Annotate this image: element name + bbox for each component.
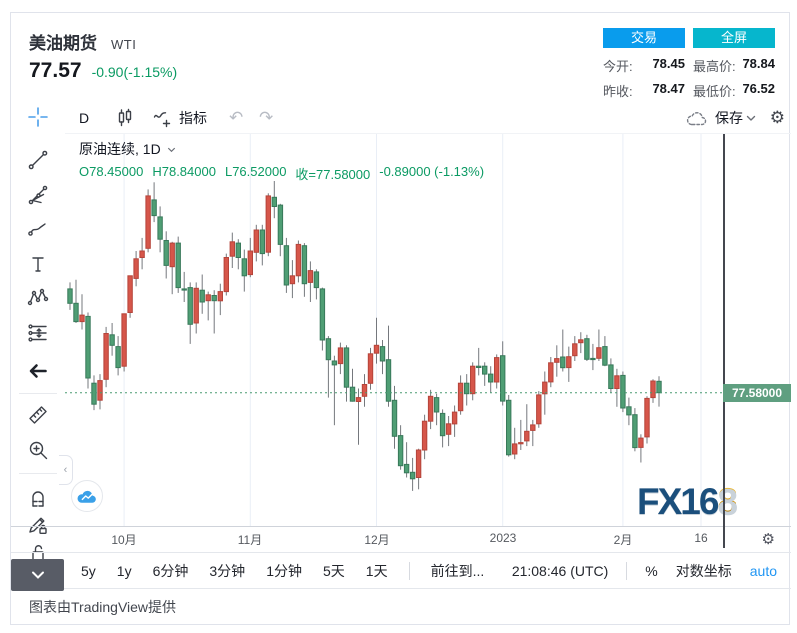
toolbar-divider	[19, 393, 57, 394]
tradingview-cloud-logo[interactable]	[71, 480, 103, 512]
save-dropdown-chevron-icon[interactable]	[745, 101, 757, 134]
magnet-tool[interactable]	[26, 486, 50, 510]
crosshair-icon[interactable]	[26, 105, 50, 129]
divider	[408, 561, 410, 580]
chevron-down-icon[interactable]	[166, 144, 177, 155]
divider	[626, 561, 628, 580]
chart-pane[interactable]: 原油连续, 1D O78.45000 H78.84000 L76.52000 收…	[65, 134, 791, 526]
time-axis-label: 2月	[613, 533, 633, 547]
header: 美油期货 WTI 77.57 -0.90(-1.15%) 交易 全屏 今开: 7…	[11, 13, 789, 101]
symbol-label: WTI	[111, 37, 137, 52]
stat-prev-close: 昨收: 78.47	[603, 81, 685, 100]
price-axis-border	[723, 134, 725, 548]
stat-value: 78.84	[742, 56, 775, 71]
save-button[interactable]: 保存	[684, 101, 743, 134]
toolbar-scroll-down-button[interactable]	[11, 559, 64, 591]
time-axis-label: 10月	[111, 533, 137, 547]
arrow-left-tool[interactable]	[26, 359, 50, 383]
header-right: 交易 全屏 今开: 78.45 最高价: 78.84 昨收: 78.47 最低价…	[603, 28, 775, 100]
title-row: 美油期货 WTI	[29, 29, 136, 54]
cloud-chart-icon	[77, 490, 96, 503]
bottom-toolbar: 5y 1y 6分钟 3分钟 1分钟 5天 1天 前往到... 21:08:46 …	[11, 552, 791, 589]
auto-scale-button[interactable]: auto	[749, 562, 777, 579]
range-button-5y[interactable]: 5y	[81, 562, 96, 579]
indicator-icon	[153, 111, 171, 127]
ruler-tool[interactable]	[26, 403, 50, 427]
quote-stats: 今开: 78.45 最高价: 78.84 昨收: 78.47 最低价: 76.5…	[603, 56, 775, 100]
chart-widget: 美油期货 WTI 77.57 -0.90(-1.15%) 交易 全屏 今开: 7…	[10, 12, 791, 625]
brush-tool[interactable]	[26, 217, 50, 241]
legend-series-title: 原油连续, 1D	[79, 141, 161, 157]
stat-label: 昨收:	[603, 84, 633, 99]
range-button-1d[interactable]: 1天	[365, 562, 388, 579]
save-label: 保存	[715, 109, 743, 126]
toolbar-divider	[19, 473, 57, 474]
legend-change: -0.89000 (-1.13%)	[379, 164, 485, 179]
fx168-gold-text: 8	[717, 481, 738, 522]
candlestick-chart[interactable]	[65, 134, 791, 526]
gann-fib-tool[interactable]	[26, 183, 50, 207]
price-change: -0.90(-1.15%)	[91, 64, 178, 80]
undo-button[interactable]: ↶	[229, 107, 244, 127]
pattern-tool[interactable]	[26, 286, 50, 310]
range-button-1m[interactable]: 1分钟	[266, 562, 302, 579]
stat-label: 最高价:	[693, 59, 736, 74]
time-axis-label: 2023	[489, 531, 517, 545]
fullscreen-button[interactable]: 全屏	[693, 28, 775, 48]
price-row: 77.57 -0.90(-1.15%)	[29, 59, 177, 83]
time-axis-label: 11月	[237, 533, 263, 547]
legend-ohlc-row: O78.45000 H78.84000 L76.52000 收=77.58000…	[79, 164, 484, 183]
legend-low: L76.52000	[224, 164, 287, 179]
stat-label: 今开:	[603, 59, 633, 74]
stat-high: 最高价: 78.84	[693, 56, 775, 75]
text-tool[interactable]	[26, 253, 50, 277]
interval-button[interactable]: D	[79, 109, 90, 126]
candle-style-button[interactable]	[113, 101, 137, 134]
range-button-3m[interactable]: 3分钟	[209, 562, 246, 579]
toolbar-collapse-handle[interactable]: ‹	[59, 455, 73, 485]
zoom-in-tool[interactable]	[26, 438, 50, 462]
candlestick-icon	[118, 108, 132, 126]
current-price: 77.57	[29, 59, 82, 82]
stat-value: 78.45	[652, 56, 685, 71]
left-toolbar: ‹	[11, 101, 73, 591]
legend-open: O78.45000	[79, 164, 144, 179]
top-toolbar: D 指标 ↶ ↷ 保存 ⚙	[65, 101, 791, 134]
trade-button[interactable]: 交易	[603, 28, 685, 48]
stat-low: 最低价: 76.52	[693, 81, 775, 100]
time-axis-label: 12月	[364, 533, 390, 547]
fx168-blue-text: FX16	[637, 481, 719, 522]
indicators-label: 指标	[179, 109, 207, 126]
stat-value: 76.52	[742, 81, 775, 96]
range-button-6m[interactable]: 6分钟	[152, 562, 189, 579]
cloud-icon	[686, 111, 707, 125]
fx168-watermark: FX168	[637, 481, 738, 523]
chart-legend: 原油连续, 1D O78.45000 H78.84000 L76.52000 收…	[79, 139, 484, 183]
indicators-button[interactable]: 指标	[151, 101, 207, 134]
clock-label[interactable]: 21:08:46 (UTC)	[511, 562, 609, 579]
legend-high: H78.84000	[152, 164, 216, 179]
redo-button[interactable]: ↷	[259, 107, 274, 127]
chevron-down-icon	[31, 571, 44, 579]
stat-open: 今开: 78.45	[603, 56, 685, 75]
trend-line-tool[interactable]	[26, 148, 50, 172]
settings-gear-icon[interactable]: ⚙	[769, 107, 785, 127]
page-title: 美油期货	[29, 34, 97, 53]
time-axis-label: 16	[694, 531, 708, 545]
percent-scale-button[interactable]: %	[645, 562, 658, 579]
time-axis[interactable]: ⚙ 10月 11月 12月 2023 2月 16	[11, 526, 791, 552]
range-button-5d[interactable]: 5天	[322, 562, 345, 579]
legend-close: 收=77.58000	[295, 167, 371, 182]
goto-date-button[interactable]: 前往到...	[430, 562, 485, 579]
last-price-tag: 77.58000	[723, 384, 791, 402]
attribution-text: 图表由TradingView提供	[29, 599, 177, 615]
axis-settings-gear-icon[interactable]: ⚙	[761, 531, 775, 548]
log-scale-button[interactable]: 对数坐标	[675, 562, 732, 579]
range-button-1y[interactable]: 1y	[116, 562, 132, 579]
legend-series-row[interactable]: 原油连续, 1D	[79, 139, 484, 159]
position-tool[interactable]	[26, 321, 50, 345]
stat-label: 最低价:	[693, 84, 736, 99]
stat-value: 78.47	[652, 81, 685, 96]
